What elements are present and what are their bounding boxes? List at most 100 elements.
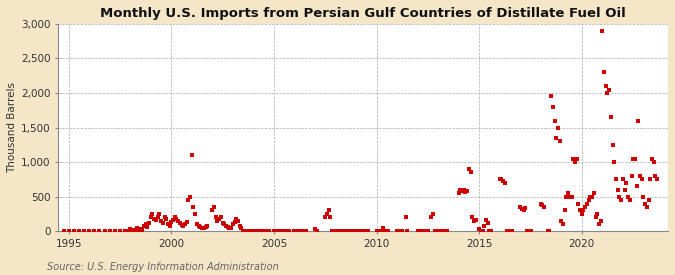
Point	[549, 119, 560, 123]
Point	[272, 229, 283, 233]
Point	[193, 224, 204, 228]
Point	[350, 229, 361, 233]
Point	[524, 229, 535, 233]
Point	[564, 194, 575, 199]
Point	[520, 205, 531, 210]
Point	[226, 226, 237, 231]
Point	[650, 174, 661, 178]
Point	[421, 229, 431, 233]
Point	[589, 191, 599, 195]
Point	[503, 229, 514, 233]
Point	[263, 229, 274, 233]
Point	[198, 226, 209, 231]
Point	[347, 229, 358, 233]
Point	[525, 229, 536, 233]
Point	[601, 84, 612, 88]
Point	[597, 29, 608, 33]
Point	[211, 215, 221, 219]
Point	[182, 220, 192, 224]
Point	[619, 188, 630, 192]
Point	[275, 229, 286, 233]
Point	[628, 156, 639, 161]
Point	[331, 229, 342, 233]
Point	[252, 229, 263, 233]
Point	[412, 229, 423, 233]
Point	[161, 216, 171, 221]
Point	[78, 229, 89, 233]
Point	[561, 194, 572, 199]
Point	[417, 229, 428, 233]
Point	[631, 184, 642, 188]
Point	[327, 229, 338, 233]
Point	[99, 229, 110, 233]
Point	[94, 229, 105, 233]
Point	[222, 225, 233, 229]
Point	[474, 227, 485, 231]
Point	[441, 229, 452, 233]
Point	[282, 229, 293, 233]
Point	[321, 212, 332, 216]
Point	[229, 220, 240, 224]
Point	[147, 212, 158, 216]
Point	[498, 179, 509, 184]
Point	[652, 177, 663, 182]
Point	[134, 228, 144, 232]
Point	[292, 229, 303, 233]
Point	[135, 227, 146, 231]
Point	[545, 94, 556, 99]
Point	[645, 177, 655, 182]
Point	[458, 188, 469, 192]
Point	[542, 229, 553, 233]
Point	[299, 229, 310, 233]
Point	[140, 222, 151, 226]
Point	[468, 219, 479, 223]
Text: Source: U.S. Energy Information Administration: Source: U.S. Energy Information Administ…	[47, 262, 279, 272]
Point	[137, 228, 148, 232]
Point	[614, 194, 625, 199]
Point	[154, 212, 165, 216]
Point	[570, 160, 580, 164]
Point	[221, 224, 232, 228]
Point	[641, 205, 652, 209]
Point	[455, 188, 466, 192]
Point	[74, 229, 84, 233]
Point	[253, 229, 264, 233]
Point	[250, 229, 261, 233]
Point	[279, 229, 290, 233]
Point	[608, 143, 618, 147]
Point	[212, 219, 223, 223]
Point	[63, 229, 74, 233]
Point	[342, 229, 353, 233]
Point	[68, 229, 79, 233]
Point	[202, 224, 213, 228]
Point	[616, 198, 626, 202]
Point	[643, 198, 654, 202]
Point	[323, 208, 334, 213]
Point	[123, 229, 134, 233]
Point	[566, 194, 577, 199]
Point	[637, 177, 647, 182]
Point	[359, 229, 370, 233]
Point	[397, 229, 408, 233]
Point	[427, 212, 438, 216]
Point	[484, 229, 495, 233]
Point	[301, 229, 312, 233]
Point	[544, 229, 555, 233]
Point	[354, 229, 365, 233]
Point	[248, 229, 259, 233]
Point	[186, 153, 197, 157]
Point	[277, 229, 288, 233]
Point	[152, 215, 163, 219]
Point	[402, 229, 412, 233]
Point	[400, 215, 411, 219]
Point	[634, 174, 645, 178]
Point	[582, 201, 593, 206]
Point	[371, 229, 382, 233]
Point	[238, 229, 248, 233]
Point	[236, 226, 247, 230]
Point	[537, 203, 548, 207]
Point	[132, 226, 142, 230]
Point	[262, 229, 273, 233]
Point	[494, 177, 505, 182]
Point	[335, 229, 346, 233]
